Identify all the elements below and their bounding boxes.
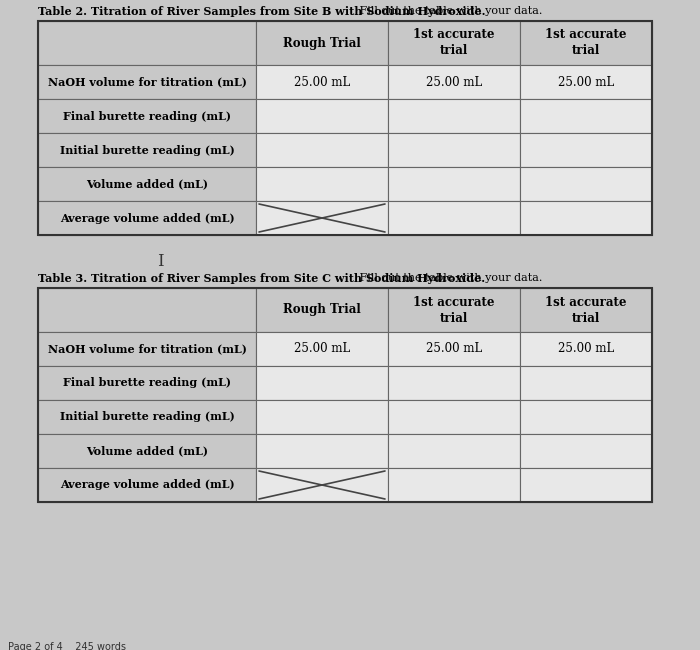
Bar (388, 21, 520, 65)
Bar (520, 167, 652, 201)
Bar (38, 288, 256, 332)
Text: Page 2 of 4    245 words: Page 2 of 4 245 words (8, 642, 126, 650)
Bar (38, 434, 256, 468)
Text: Fill out the table with your data.: Fill out the table with your data. (356, 6, 543, 16)
Bar (388, 400, 520, 434)
Text: Average volume added (mL): Average volume added (mL) (60, 213, 234, 224)
Bar (520, 133, 652, 167)
Text: 1st accurate
trial: 1st accurate trial (413, 29, 495, 57)
Bar (38, 99, 256, 133)
Bar (520, 65, 652, 99)
Bar (38, 21, 652, 235)
Bar (38, 21, 256, 65)
Bar (256, 65, 388, 99)
Text: 25.00 mL: 25.00 mL (558, 343, 614, 356)
Text: Final burette reading (mL): Final burette reading (mL) (63, 378, 231, 389)
Bar (256, 201, 388, 235)
Text: NaOH volume for titration (mL): NaOH volume for titration (mL) (48, 343, 246, 354)
Bar (388, 65, 520, 99)
Text: Fill out the table with your data.: Fill out the table with your data. (356, 273, 543, 283)
Text: Initial burette reading (mL): Initial burette reading (mL) (60, 411, 234, 422)
Text: 1st accurate
trial: 1st accurate trial (545, 29, 626, 57)
Bar (256, 133, 388, 167)
Bar (38, 400, 256, 434)
Bar (38, 201, 256, 235)
Bar (520, 434, 652, 468)
Bar (38, 332, 256, 366)
Bar (520, 468, 652, 502)
Text: 25.00 mL: 25.00 mL (294, 75, 350, 88)
Text: 25.00 mL: 25.00 mL (426, 343, 482, 356)
Bar (520, 332, 652, 366)
Text: Final burette reading (mL): Final burette reading (mL) (63, 111, 231, 122)
Bar (256, 167, 388, 201)
Bar (388, 332, 520, 366)
Bar (38, 167, 256, 201)
Bar (256, 332, 388, 366)
Bar (520, 99, 652, 133)
Text: Table 2. Titration of River Samples from Site B with Sodium Hydroxide.: Table 2. Titration of River Samples from… (38, 6, 486, 17)
Text: 25.00 mL: 25.00 mL (558, 75, 614, 88)
Bar (256, 288, 388, 332)
Bar (38, 288, 652, 502)
Bar (388, 434, 520, 468)
Bar (256, 400, 388, 434)
Text: 1st accurate
trial: 1st accurate trial (545, 296, 626, 324)
Bar (388, 201, 520, 235)
Bar (38, 366, 256, 400)
Text: 25.00 mL: 25.00 mL (426, 75, 482, 88)
Text: Rough Trial: Rough Trial (283, 304, 361, 317)
Bar (38, 65, 256, 99)
Text: Rough Trial: Rough Trial (283, 36, 361, 49)
Bar (256, 434, 388, 468)
Bar (388, 99, 520, 133)
Text: Initial burette reading (mL): Initial burette reading (mL) (60, 144, 234, 155)
Text: 25.00 mL: 25.00 mL (294, 343, 350, 356)
Text: Table 3. Titration of River Samples from Site C with Sodium Hydroxide.: Table 3. Titration of River Samples from… (38, 273, 485, 284)
Bar (388, 167, 520, 201)
Text: 1st accurate
trial: 1st accurate trial (413, 296, 495, 324)
Bar (388, 133, 520, 167)
Text: Volume added (mL): Volume added (mL) (86, 445, 208, 456)
Bar (520, 201, 652, 235)
Text: I: I (157, 253, 163, 270)
Bar (520, 288, 652, 332)
Bar (520, 21, 652, 65)
Bar (256, 21, 388, 65)
Bar (520, 366, 652, 400)
Bar (256, 468, 388, 502)
Bar (256, 99, 388, 133)
Text: Volume added (mL): Volume added (mL) (86, 179, 208, 190)
Bar (520, 400, 652, 434)
Bar (38, 133, 256, 167)
Bar (388, 468, 520, 502)
Bar (38, 468, 256, 502)
Text: NaOH volume for titration (mL): NaOH volume for titration (mL) (48, 77, 246, 88)
Bar (256, 366, 388, 400)
Bar (388, 366, 520, 400)
Bar (388, 288, 520, 332)
Text: Average volume added (mL): Average volume added (mL) (60, 480, 234, 491)
